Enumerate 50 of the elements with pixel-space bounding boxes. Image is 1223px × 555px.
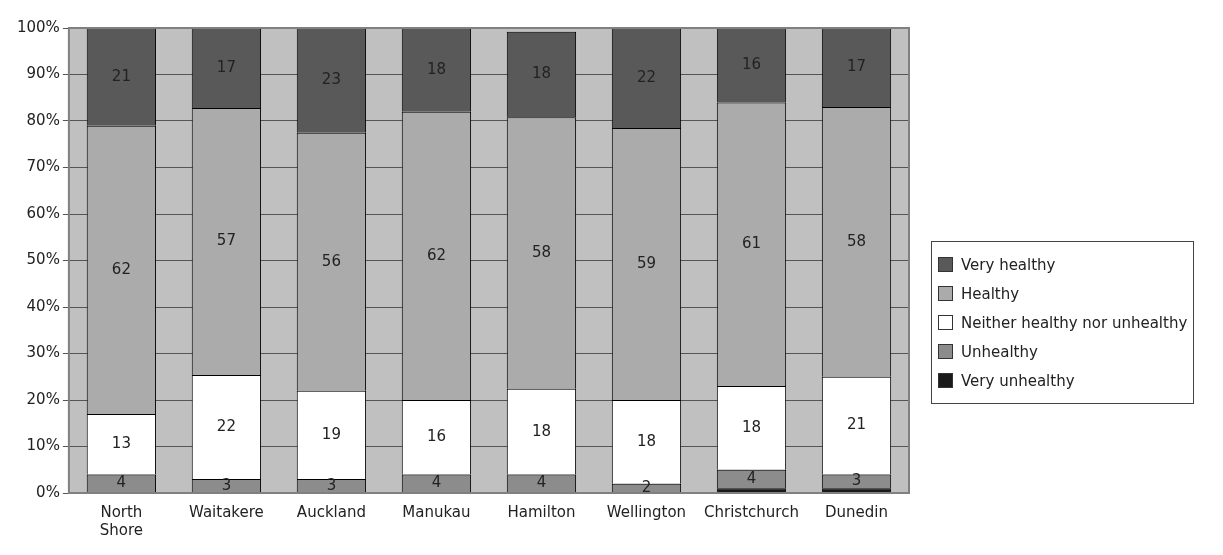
data-label: 4 xyxy=(746,468,757,487)
data-label: 13 xyxy=(111,434,131,453)
y-tick-label: 60% xyxy=(26,203,60,222)
x-tick-label: Hamilton xyxy=(507,502,576,521)
data-label: 22 xyxy=(636,67,657,86)
y-tick-label: 80% xyxy=(26,110,60,129)
x-tick-label: North Shore xyxy=(99,502,144,539)
data-label: 59 xyxy=(636,253,657,272)
y-tick-label: 20% xyxy=(26,389,60,408)
data-label: 21 xyxy=(846,415,867,434)
data-label: 58 xyxy=(531,242,551,261)
data-label: 18 xyxy=(636,431,657,450)
data-label: 16 xyxy=(426,427,446,446)
data-label: 58 xyxy=(846,231,867,250)
data-label: 18 xyxy=(741,417,762,436)
x-tick-label: Christchurch xyxy=(704,502,799,521)
data-label: 57 xyxy=(216,231,236,250)
data-label: 17 xyxy=(216,57,236,76)
y-tick-label: 30% xyxy=(26,343,60,362)
data-label: 18 xyxy=(531,421,551,440)
data-label: 22 xyxy=(216,416,236,435)
data-label: 56 xyxy=(321,251,341,270)
data-label: 4 xyxy=(536,473,547,492)
x-tick-label: Dunedin xyxy=(824,502,888,521)
x-tick-label: Manukau xyxy=(402,502,471,521)
data-label: 3 xyxy=(326,475,337,494)
x-tick-label: Waitakere xyxy=(189,502,264,521)
data-label: 61 xyxy=(741,234,762,253)
x-tick-label: Wellington xyxy=(606,502,687,521)
data-label: 17 xyxy=(846,57,867,76)
y-tick-label: 10% xyxy=(26,436,60,455)
data-label: 19 xyxy=(321,424,341,443)
data-label: 62 xyxy=(426,245,446,264)
y-tick-label: 0% xyxy=(36,482,60,501)
y-tick-label: 50% xyxy=(26,250,60,269)
y-tick-label: 90% xyxy=(26,64,60,83)
data-label: 62 xyxy=(111,259,131,278)
legend-label: Unhealthy xyxy=(961,342,1038,361)
legend-label: Very unhealthy xyxy=(961,371,1075,390)
text: Healthy xyxy=(961,284,1020,303)
data-label: 4 xyxy=(431,473,442,492)
legend-label: Very healthy xyxy=(961,255,1056,274)
data-label: 3 xyxy=(851,471,862,490)
x-tick-label: Auckland xyxy=(296,502,366,521)
data-label: 3 xyxy=(221,475,232,494)
data-label: 4 xyxy=(116,473,127,492)
y-tick-label: 100% xyxy=(16,17,60,36)
legend-label: Neither healthy nor unhealthy xyxy=(961,313,1188,332)
y-tick-label: 70% xyxy=(26,157,60,176)
y-tick-label: 40% xyxy=(26,296,60,315)
